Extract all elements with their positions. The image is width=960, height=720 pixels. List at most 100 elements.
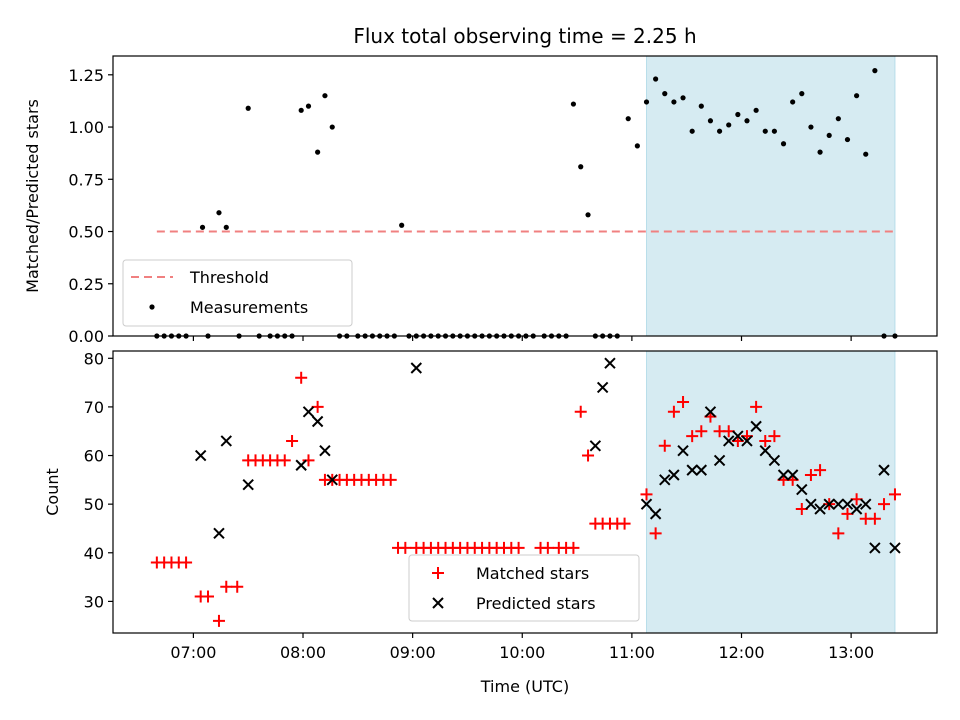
matched-star-point: [541, 541, 554, 554]
y-tick-label: 0.75: [68, 170, 104, 189]
predicted-star-point: [823, 498, 835, 510]
predicted-star-point: [686, 464, 698, 476]
measurement-point: [216, 210, 222, 216]
legend-predicted-swatch: [432, 597, 444, 609]
measurement-point: [199, 224, 206, 230]
predicted-star-point: [242, 478, 254, 491]
matched-star-point: [180, 556, 193, 569]
measurement-point: [578, 164, 584, 170]
measurement-point: [854, 93, 860, 99]
predicted-star-point: [832, 498, 845, 510]
legend-measurement-swatch: [149, 304, 155, 310]
predicted-star-point: [659, 474, 671, 486]
x-tick-label: 11:00: [609, 643, 655, 662]
measurement-point: [223, 224, 229, 230]
predicted-star-point: [759, 444, 771, 457]
y-tick-label: 1.25: [68, 66, 104, 85]
matched-star-point: [868, 512, 881, 525]
y-tick-label: 70: [84, 398, 104, 417]
y-tick-label: 1.00: [68, 118, 104, 137]
matched-star-point: [384, 473, 397, 486]
measurement-point: [844, 136, 851, 143]
measurement-point: [726, 122, 732, 128]
x-tick-label: 10:00: [499, 643, 545, 662]
predicted-star-point: [713, 454, 726, 467]
matched-star-point: [278, 454, 291, 467]
matched-star-point: [640, 488, 653, 501]
measurement-point: [399, 222, 405, 228]
matched-star-point: [399, 541, 412, 554]
matched-star-point: [302, 454, 315, 467]
matched-star-point: [512, 541, 525, 554]
matched-star-point: [295, 371, 308, 384]
predicted-star-point: [750, 420, 762, 433]
predicted-star-point: [589, 440, 602, 452]
predicted-star-point: [220, 435, 232, 447]
matched-star-point: [888, 488, 901, 501]
predicted-star-point: [850, 503, 863, 515]
measurement-point: [245, 105, 251, 111]
measurement-point: [570, 101, 577, 107]
measurement-point: [698, 103, 704, 109]
measurement-point: [872, 68, 878, 74]
legend-matched-label: Matched stars: [476, 564, 589, 583]
measurement-point: [817, 149, 823, 155]
y-axis-label-ratio: Matched/Predicted stars: [23, 99, 42, 293]
observing-span: [645, 55, 896, 337]
y-tick-label: 0.00: [68, 327, 104, 346]
x-tick-label: 12:00: [718, 643, 764, 662]
predicted-star-point: [841, 498, 854, 510]
measurement-point: [790, 99, 796, 105]
measurement-point: [315, 149, 321, 155]
measurement-point: [305, 103, 312, 109]
y-tick-label: 0.50: [68, 223, 104, 242]
legend-matched-swatch: [432, 567, 444, 579]
predicted-star-point: [213, 527, 225, 540]
predicted-star-point: [805, 498, 817, 510]
y-tick-label: 60: [84, 447, 104, 466]
measurement-point: [780, 141, 787, 147]
y-tick-label: 80: [84, 349, 104, 368]
predicted-star-point: [869, 542, 881, 554]
matched-star-point: [212, 614, 225, 627]
predicted-star-point: [604, 357, 616, 369]
predicted-star-point: [814, 503, 826, 515]
legend-predicted-label: Predicted stars: [476, 594, 596, 613]
predicted-star-point: [777, 469, 790, 481]
x-tick-label: 09:00: [390, 643, 436, 662]
predicted-star-point: [860, 498, 872, 510]
predicted-star-point: [302, 406, 315, 418]
observing-span: [645, 350, 896, 634]
y-tick-label: 50: [84, 495, 104, 514]
matched-star-point: [618, 517, 631, 530]
matched-star-point: [286, 434, 299, 447]
matched-star-point: [582, 449, 595, 462]
count-panel: 30 40 50 60 70 80 07:00 08:00 09:00 10:00 11:00 12:…: [84, 349, 938, 662]
predicted-star-point: [596, 381, 609, 394]
measurement-point: [762, 128, 768, 134]
matched-star-point: [832, 527, 845, 540]
matched-star-point: [677, 396, 690, 409]
legend-threshold-label: Threshold: [189, 268, 269, 287]
measurement-point: [826, 132, 832, 139]
measurement-point: [771, 128, 777, 134]
predicted-star-point: [889, 542, 901, 554]
measurement-point: [835, 116, 841, 122]
predicted-star-point: [723, 435, 735, 447]
x-tick-label: 08:00: [280, 643, 326, 662]
matched-star-point: [804, 468, 817, 481]
matched-star-point: [750, 400, 763, 413]
legend-count: Matched stars Predicted stars: [408, 554, 640, 622]
measurement-point: [689, 128, 695, 134]
matched-star-point: [768, 430, 781, 443]
measurement-point: [716, 128, 723, 134]
measurement-point: [735, 111, 741, 118]
predicted-star-point: [194, 449, 207, 462]
predicted-star-point: [768, 454, 781, 467]
plot-frame: [112, 55, 938, 337]
legend-ratio: Threshold Measurements: [122, 259, 353, 327]
predicted-star-point: [668, 469, 680, 481]
predicted-star-point: [319, 444, 331, 457]
y-tick-label: 30: [84, 592, 104, 611]
